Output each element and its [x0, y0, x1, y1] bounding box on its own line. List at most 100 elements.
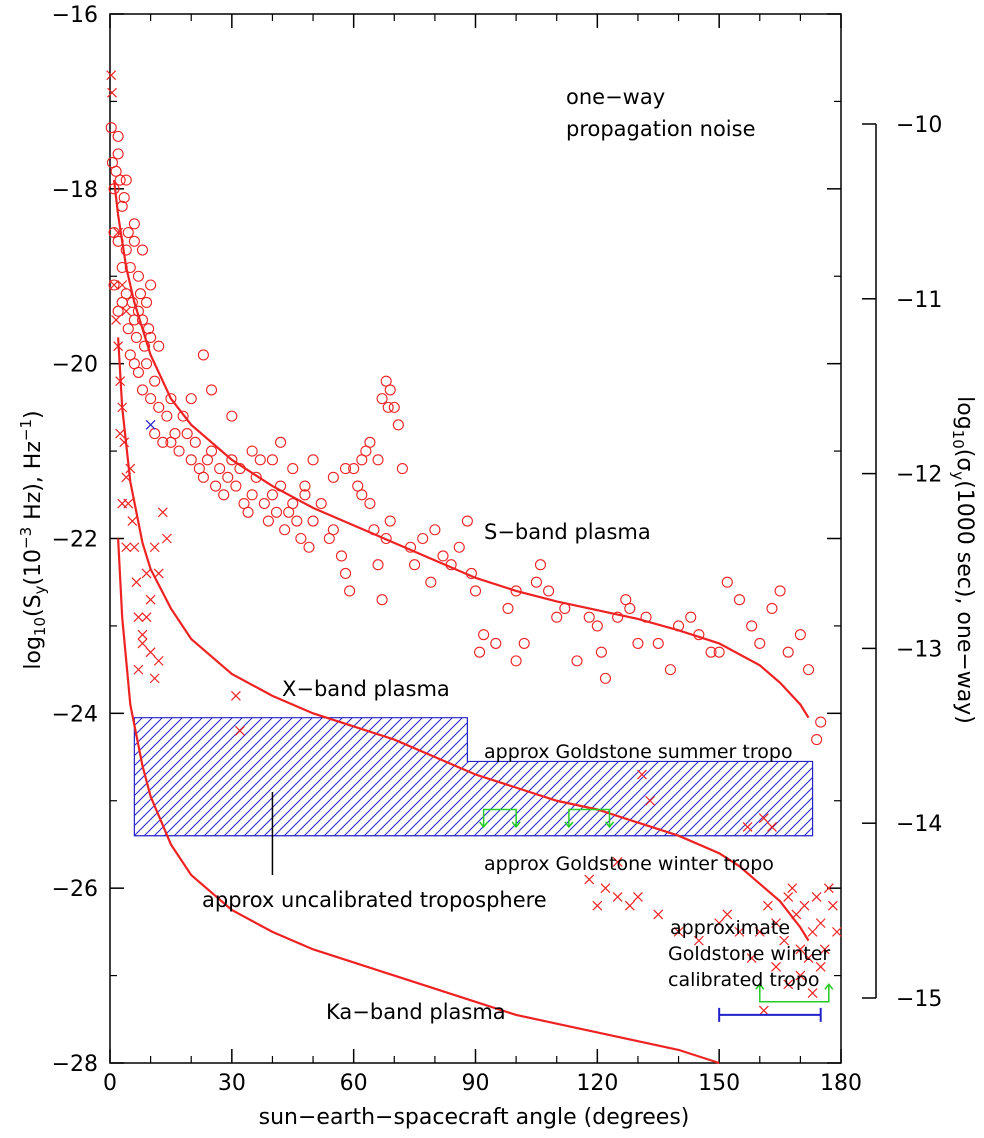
y-tick-label: −20 [52, 353, 98, 378]
s-band-point [364, 436, 376, 448]
x-tick-label: 30 [218, 1071, 246, 1096]
x-band-point [832, 926, 842, 937]
s-band-point [591, 620, 603, 632]
x-band-point [153, 568, 164, 579]
x-band-point [787, 883, 798, 894]
x-axis-title: sun−earth−spacecraft angle (degrees) [259, 1105, 690, 1130]
x-band-point [137, 629, 148, 640]
x-band-point [149, 673, 160, 684]
s-band-point [348, 463, 360, 475]
x-band-point [133, 612, 144, 623]
s-band-point [746, 620, 758, 632]
s-band-point [425, 576, 437, 588]
s-band-point [177, 410, 189, 422]
s-band-point [112, 148, 124, 160]
s-band-point [189, 436, 201, 448]
s-band-point [384, 384, 396, 396]
s-band-point [571, 655, 583, 667]
x-band-point [111, 315, 122, 325]
x-band-point [799, 900, 810, 911]
s-band-point [327, 471, 339, 483]
x-band-point [742, 822, 753, 832]
x-band-point [117, 280, 128, 290]
x-band-point [823, 883, 834, 894]
summer-tropo-marker [482, 808, 517, 827]
s-band-point [327, 524, 339, 536]
x-band-point [811, 891, 822, 902]
s-band-point [802, 664, 815, 676]
x-band-point [584, 874, 595, 885]
x-band-point [145, 594, 156, 605]
s-band-point [242, 506, 254, 518]
y-tick-label: −24 [52, 702, 98, 727]
y2-tick-label: −10 [896, 113, 942, 138]
x-band-point [815, 918, 826, 929]
x-band-point [771, 918, 781, 929]
s-band-point [409, 559, 421, 571]
s-band-point [705, 646, 717, 658]
x-band-point [807, 988, 818, 998]
s-band-point [128, 235, 140, 247]
s-band-point [270, 506, 283, 518]
s-band-point [372, 559, 384, 571]
x-band-point [815, 961, 826, 972]
s-band-point [157, 436, 169, 448]
s-band-point [138, 340, 151, 352]
y-tick-label: −28 [52, 1052, 98, 1077]
s-band-point [197, 349, 209, 361]
x-band-point [645, 795, 656, 806]
s-band-point [534, 559, 547, 571]
s-band-point [132, 366, 144, 378]
x-band-point [106, 70, 117, 81]
blue-range-bar [718, 1007, 822, 1022]
s-band-point [197, 471, 209, 483]
x-band-point [121, 542, 132, 553]
s-band-point [299, 489, 311, 501]
s-band-point [307, 515, 319, 527]
s-band-point [713, 646, 725, 658]
s-band-point [153, 340, 165, 352]
s-band-point [230, 480, 242, 492]
y-tick-label: −26 [52, 877, 98, 902]
x-band-point [758, 813, 769, 824]
s-band-point [782, 646, 794, 658]
x-band-point [754, 926, 765, 937]
annotation-title-line2: propagation noise [566, 117, 756, 141]
s-band-point [185, 454, 197, 466]
s-band-point [396, 463, 408, 475]
summer-tropo-arrowheads [479, 821, 521, 829]
s-band-point [766, 602, 778, 614]
s-band-point [774, 585, 786, 597]
y2-tick-label: −11 [896, 288, 942, 313]
x-tick-label: 150 [698, 1071, 740, 1096]
x-band-point [600, 883, 611, 894]
x-band-point [107, 87, 117, 98]
summer-tropo-arrowheads [564, 821, 615, 829]
x-band-point [714, 918, 725, 929]
s-band-point [721, 576, 733, 588]
s-band-point [266, 454, 278, 466]
x-band-point [612, 857, 623, 867]
s-band-point [132, 270, 144, 282]
s-band-point [754, 637, 766, 649]
s-band-point [173, 445, 185, 457]
x-band-point [131, 577, 142, 588]
s-band-point [254, 454, 266, 466]
x-band-point [125, 463, 136, 474]
x-band-point [637, 769, 647, 780]
x-band-point [819, 944, 830, 955]
s-band-point [664, 664, 676, 676]
calibrated-tropo-arrowheads [755, 983, 834, 990]
y2-axis-title: log10(σy(1000 sec), one−way) [949, 396, 977, 724]
s-band-point [136, 384, 149, 396]
s-band-point [474, 646, 486, 658]
s-band-point [376, 594, 388, 606]
s-band-point [437, 550, 449, 562]
x-tick-label: 90 [462, 1071, 490, 1096]
blue-cross-point [145, 419, 156, 430]
s-band-point [134, 288, 147, 300]
y-tick-label: −22 [52, 528, 98, 553]
s-band-point [612, 611, 624, 623]
s-band-point [733, 594, 746, 606]
x-band-point [127, 516, 138, 526]
